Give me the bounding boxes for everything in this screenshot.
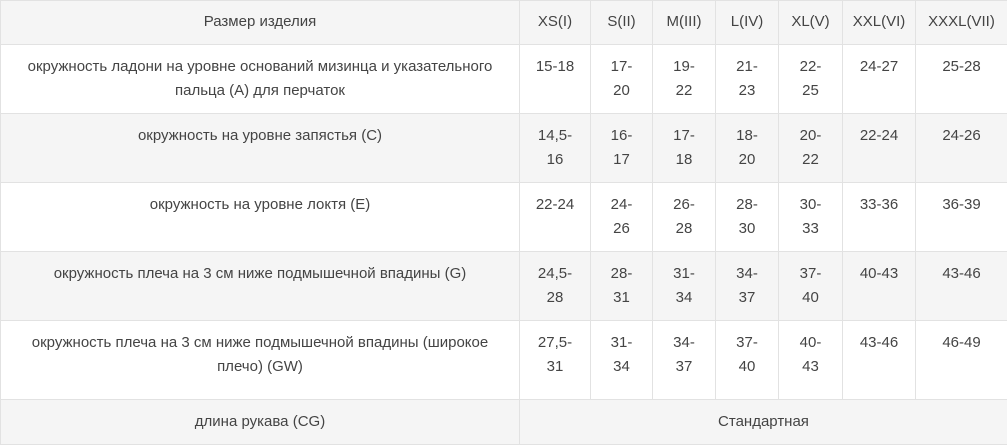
header-cell: XXXL(VII) xyxy=(916,1,1007,45)
size-value-cell: 21-23 xyxy=(716,45,779,114)
size-value-cell: 34-37 xyxy=(716,252,779,321)
header-row: Размер изделия XS(I) S(II) M(III) L(IV) … xyxy=(1,1,1007,45)
size-value-cell: 31-34 xyxy=(591,321,653,400)
size-value-cell: 22-25 xyxy=(779,45,843,114)
size-value-cell: 43-46 xyxy=(843,321,916,400)
size-value-cell: 18-20 xyxy=(716,114,779,183)
size-value-cell: 22-24 xyxy=(520,183,591,252)
size-value-cell: 25-28 xyxy=(916,45,1007,114)
table-row: окружность плеча на 3 см ниже подмышечно… xyxy=(1,321,1007,400)
size-value-cell: 27,5-31 xyxy=(520,321,591,400)
row-label: окружность ладони на уровне оснований ми… xyxy=(1,45,520,114)
size-value-cell: 17-18 xyxy=(653,114,716,183)
header-cell: M(III) xyxy=(653,1,716,45)
table-row: окружность ладони на уровне оснований ми… xyxy=(1,45,1007,114)
size-value-cell: 31-34 xyxy=(653,252,716,321)
size-value-cell: 28-31 xyxy=(591,252,653,321)
row-label: окружность на уровне локтя (E) xyxy=(1,183,520,252)
header-cell: S(II) xyxy=(591,1,653,45)
header-cell: L(IV) xyxy=(716,1,779,45)
size-value-cell: 40-43 xyxy=(779,321,843,400)
row-label: окружность плеча на 3 см ниже подмышечно… xyxy=(1,252,520,321)
size-value-cell: 40-43 xyxy=(843,252,916,321)
size-value-cell: 37-40 xyxy=(716,321,779,400)
size-value-cell: 22-24 xyxy=(843,114,916,183)
size-value-cell: 15-18 xyxy=(520,45,591,114)
table-row: окружность на уровне запястья (C)14,5-16… xyxy=(1,114,1007,183)
size-value-cell: 16-17 xyxy=(591,114,653,183)
size-value-cell: 17-20 xyxy=(591,45,653,114)
size-value-cell: 24-27 xyxy=(843,45,916,114)
size-value-cell: 24-26 xyxy=(591,183,653,252)
size-value-cell: 34-37 xyxy=(653,321,716,400)
size-value-cell: 46-49 xyxy=(916,321,1007,400)
size-value-cell: 33-36 xyxy=(843,183,916,252)
header-cell: XXL(VI) xyxy=(843,1,916,45)
size-value-cell: 24,5-28 xyxy=(520,252,591,321)
row-label: окружность на уровне запястья (C) xyxy=(1,114,520,183)
table-row: длина рукава (CG) Стандартная xyxy=(1,400,1007,445)
size-value-cell: 43-46 xyxy=(916,252,1007,321)
header-cell: Размер изделия xyxy=(1,1,520,45)
header-cell: XS(I) xyxy=(520,1,591,45)
table-row: окружность плеча на 3 см ниже подмышечно… xyxy=(1,252,1007,321)
size-value-cell: 28-30 xyxy=(716,183,779,252)
size-value-cell: 20-22 xyxy=(779,114,843,183)
size-value-cell: 30-33 xyxy=(779,183,843,252)
header-cell: XL(V) xyxy=(779,1,843,45)
sleeve-length-value: Стандартная xyxy=(520,400,1007,445)
row-label: окружность плеча на 3 см ниже подмышечно… xyxy=(1,321,520,400)
size-value-cell: 24-26 xyxy=(916,114,1007,183)
size-value-cell: 37-40 xyxy=(779,252,843,321)
size-value-cell: 14,5-16 xyxy=(520,114,591,183)
row-label: длина рукава (CG) xyxy=(1,400,520,445)
size-value-cell: 36-39 xyxy=(916,183,1007,252)
size-value-cell: 26-28 xyxy=(653,183,716,252)
size-value-cell: 19-22 xyxy=(653,45,716,114)
